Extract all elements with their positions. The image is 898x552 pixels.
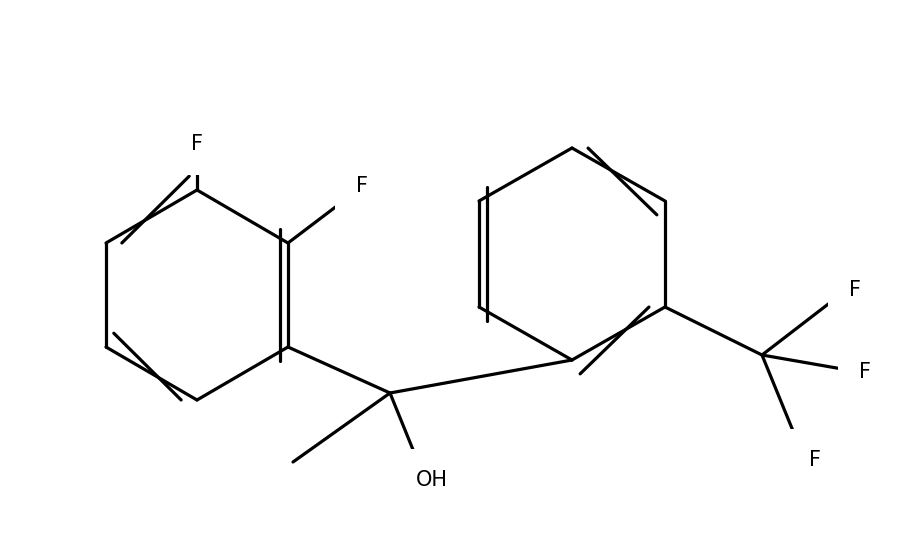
Text: F: F bbox=[191, 134, 203, 154]
Text: F: F bbox=[859, 362, 871, 382]
Text: OH: OH bbox=[416, 470, 448, 490]
Text: F: F bbox=[809, 450, 821, 470]
Text: F: F bbox=[849, 280, 861, 300]
Text: F: F bbox=[356, 176, 368, 196]
